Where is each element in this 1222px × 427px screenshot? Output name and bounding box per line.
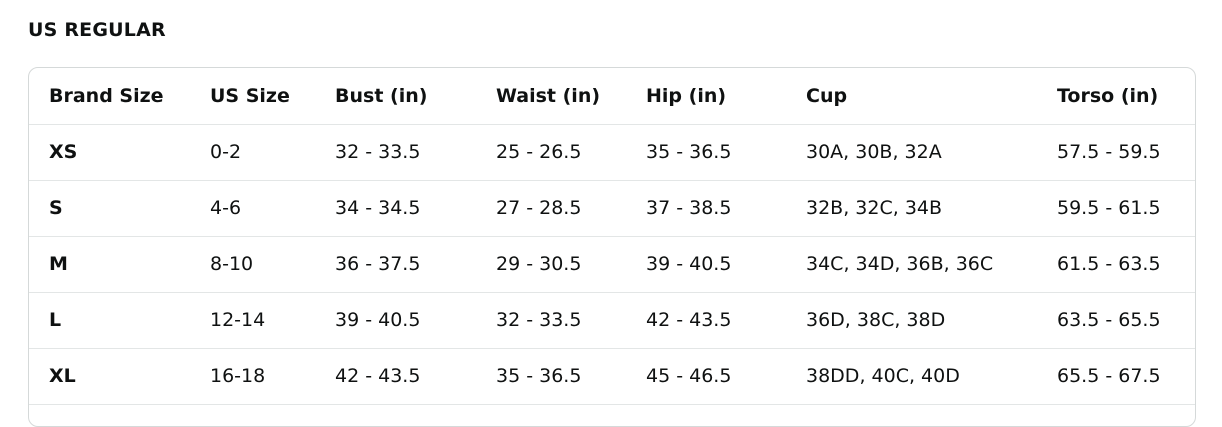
cell-hip: 42 - 43.5 bbox=[626, 292, 786, 349]
size-chart-table-container: Brand Size US Size Bust (in) Waist (in) … bbox=[28, 67, 1196, 427]
cell-cup: 38DD, 40C, 40D bbox=[786, 348, 1037, 405]
cell-torso: 61.5 - 63.5 bbox=[1037, 236, 1195, 293]
cell-cup: 36D, 38C, 38D bbox=[786, 292, 1037, 349]
cell-torso: 59.5 - 61.5 bbox=[1037, 180, 1195, 237]
header-hip: Hip (in) bbox=[626, 68, 786, 125]
cell-waist: 29 - 30.5 bbox=[476, 236, 626, 293]
header-cup: Cup bbox=[786, 68, 1037, 125]
cell-torso: 57.5 - 59.5 bbox=[1037, 124, 1195, 181]
cell-cup: 30A, 30B, 32A bbox=[786, 124, 1037, 181]
cell-brand-size: L bbox=[29, 292, 190, 349]
cell-brand-size: XS bbox=[29, 124, 190, 181]
cell-waist: 25 - 26.5 bbox=[476, 124, 626, 181]
cell-torso: 65.5 - 67.5 bbox=[1037, 348, 1195, 405]
header-brand-size: Brand Size bbox=[29, 68, 190, 125]
cell-hip: 35 - 36.5 bbox=[626, 124, 786, 181]
size-chart-table: Brand Size US Size Bust (in) Waist (in) … bbox=[29, 68, 1195, 405]
cell-cup: 32B, 32C, 34B bbox=[786, 180, 1037, 237]
cell-us-size: 8-10 bbox=[190, 236, 315, 293]
table-row: XL 16-18 42 - 43.5 35 - 36.5 45 - 46.5 3… bbox=[29, 348, 1195, 405]
table-header: Brand Size US Size Bust (in) Waist (in) … bbox=[29, 68, 1195, 125]
cell-us-size: 0-2 bbox=[190, 124, 315, 181]
cell-bust: 34 - 34.5 bbox=[315, 180, 476, 237]
cell-bust: 39 - 40.5 bbox=[315, 292, 476, 349]
cell-torso: 63.5 - 65.5 bbox=[1037, 292, 1195, 349]
cell-us-size: 16-18 bbox=[190, 348, 315, 405]
cell-cup: 34C, 34D, 36B, 36C bbox=[786, 236, 1037, 293]
cell-brand-size: XL bbox=[29, 348, 190, 405]
header-waist: Waist (in) bbox=[476, 68, 626, 125]
cell-waist: 32 - 33.5 bbox=[476, 292, 626, 349]
header-row: Brand Size US Size Bust (in) Waist (in) … bbox=[29, 68, 1195, 125]
cell-waist: 35 - 36.5 bbox=[476, 348, 626, 405]
cell-bust: 36 - 37.5 bbox=[315, 236, 476, 293]
table-body: XS 0-2 32 - 33.5 25 - 26.5 35 - 36.5 30A… bbox=[29, 124, 1195, 405]
table-row: S 4-6 34 - 34.5 27 - 28.5 37 - 38.5 32B,… bbox=[29, 180, 1195, 237]
cell-brand-size: S bbox=[29, 180, 190, 237]
header-torso: Torso (in) bbox=[1037, 68, 1195, 125]
table-row: XS 0-2 32 - 33.5 25 - 26.5 35 - 36.5 30A… bbox=[29, 124, 1195, 181]
header-bust: Bust (in) bbox=[315, 68, 476, 125]
cell-waist: 27 - 28.5 bbox=[476, 180, 626, 237]
cell-us-size: 12-14 bbox=[190, 292, 315, 349]
cell-brand-size: M bbox=[29, 236, 190, 293]
cell-hip: 39 - 40.5 bbox=[626, 236, 786, 293]
cell-bust: 42 - 43.5 bbox=[315, 348, 476, 405]
table-row: L 12-14 39 - 40.5 32 - 33.5 42 - 43.5 36… bbox=[29, 292, 1195, 349]
size-chart-title: US REGULAR bbox=[28, 19, 166, 41]
header-us-size: US Size bbox=[190, 68, 315, 125]
cell-hip: 37 - 38.5 bbox=[626, 180, 786, 237]
cell-hip: 45 - 46.5 bbox=[626, 348, 786, 405]
cell-us-size: 4-6 bbox=[190, 180, 315, 237]
table-row: M 8-10 36 - 37.5 29 - 30.5 39 - 40.5 34C… bbox=[29, 236, 1195, 293]
cell-bust: 32 - 33.5 bbox=[315, 124, 476, 181]
